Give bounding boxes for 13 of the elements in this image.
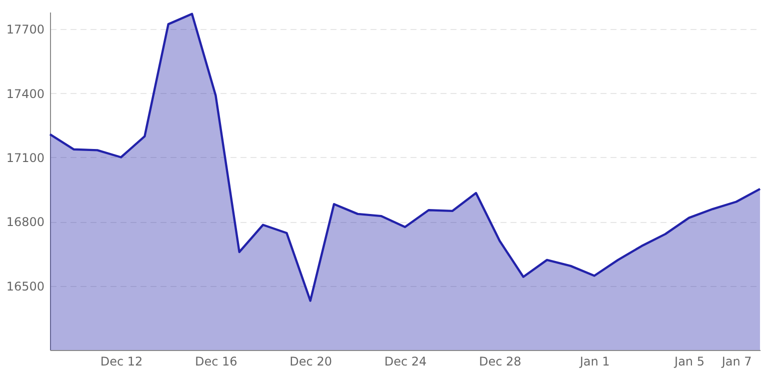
x-tick-label: Jan 7 (720, 354, 752, 368)
y-tick-label: 16800 (6, 215, 44, 230)
y-tick-label: 16500 (6, 279, 44, 294)
x-tick-label: Dec 24 (384, 354, 427, 368)
y-tick-label: 17700 (6, 22, 44, 37)
x-tick-label: Jan 1 (578, 354, 610, 368)
y-tick-label: 17400 (6, 86, 44, 101)
x-tick-label: Dec 16 (195, 354, 238, 368)
x-tick-label: Dec 20 (290, 354, 332, 368)
x-tick-label: Jan 5 (674, 354, 704, 368)
y-tick-label: 17100 (6, 150, 44, 165)
x-tick-label: Dec 28 (479, 354, 522, 368)
x-tick-label: Dec 12 (100, 354, 143, 368)
